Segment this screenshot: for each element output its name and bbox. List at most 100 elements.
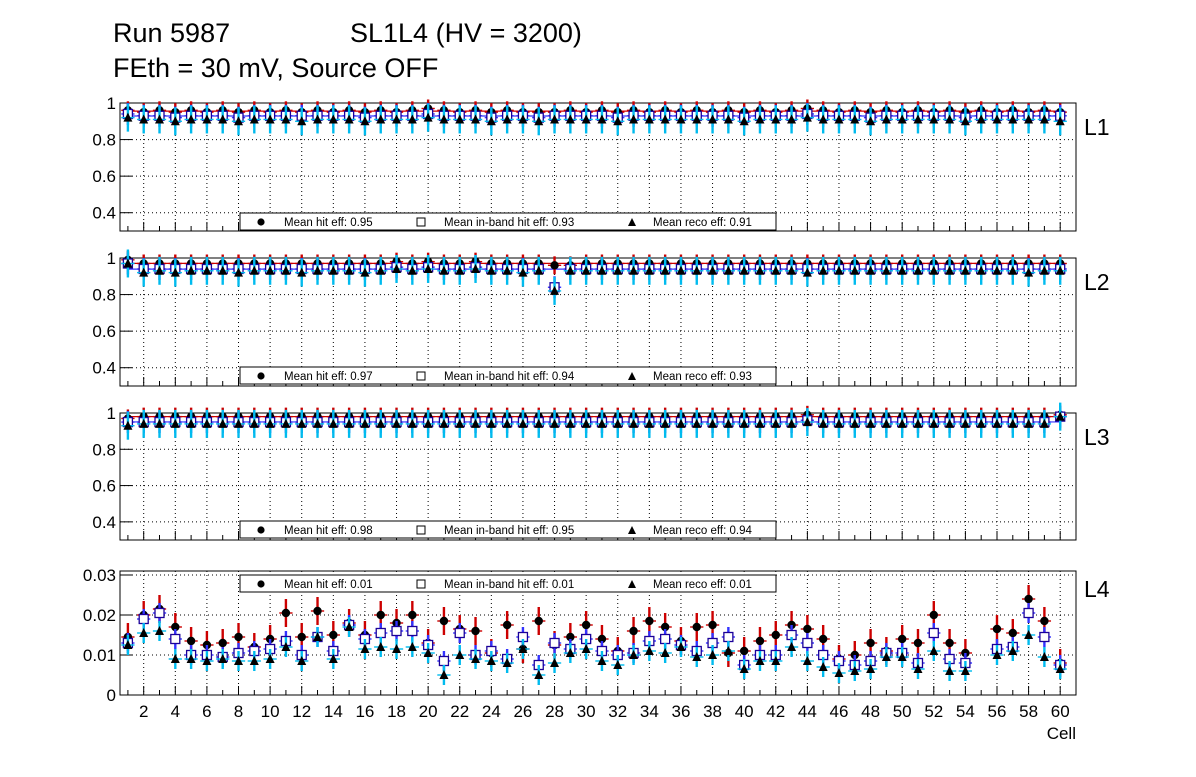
reco-eff-marker xyxy=(929,265,939,275)
reco-eff-marker xyxy=(660,265,670,275)
reco-eff-marker xyxy=(313,265,323,275)
reco-eff-marker xyxy=(313,632,323,641)
reco-eff-marker xyxy=(692,418,702,428)
reco-eff-marker xyxy=(755,418,765,428)
legend: Mean hit eff: 0.97 Mean in-band hit eff: … xyxy=(239,366,777,385)
legend-inband-marker xyxy=(416,217,426,227)
hit-eff-marker xyxy=(929,610,938,620)
reco-eff-marker xyxy=(313,114,323,124)
inband-eff-marker xyxy=(154,607,165,619)
panel-L4: 0 0.01 0.02 0.03 L4 Mean hit eff: 0.01 Mean in… xyxy=(83,566,1110,721)
inband-eff-marker xyxy=(1039,631,1050,643)
reco-eff-marker xyxy=(344,418,354,428)
y-tick-label: 0.6 xyxy=(92,167,116,186)
reco-eff-marker xyxy=(787,418,797,428)
run-title: Run 5987 xyxy=(113,18,230,48)
hit-eff-marker xyxy=(660,622,670,632)
reco-eff-marker xyxy=(929,114,939,124)
hit-eff-marker xyxy=(408,610,417,620)
reco-eff-marker xyxy=(1024,630,1034,639)
reco-eff-marker xyxy=(1039,265,1049,275)
reco-eff-marker xyxy=(676,642,686,651)
reco-eff-marker xyxy=(155,114,165,124)
legend-hit-marker xyxy=(257,580,265,588)
reco-eff-marker xyxy=(186,265,196,275)
chamber-title: SL1L4 (HV = 3200) xyxy=(350,18,582,48)
panel-L3: 0.4 0.6 0.8 1 L3 Mean hit eff: 0.98 Mean in-ba… xyxy=(92,402,1110,541)
hit-eff-marker xyxy=(550,261,559,270)
reco-eff-marker xyxy=(913,114,923,124)
x-tick-label: 34 xyxy=(640,702,659,721)
reco-eff-marker xyxy=(581,265,591,275)
reco-eff-marker xyxy=(297,656,307,665)
reco-eff-marker xyxy=(360,418,370,428)
reco-eff-marker xyxy=(155,418,165,428)
hit-eff-marker xyxy=(897,634,907,644)
reco-eff-marker xyxy=(328,654,338,663)
reco-eff-marker xyxy=(249,656,259,665)
reco-eff-marker xyxy=(123,258,133,268)
legend-hit-label: Mean hit eff: 0.95 xyxy=(284,217,373,229)
inband-eff-marker xyxy=(391,625,402,637)
legend-box xyxy=(239,574,777,593)
reco-eff-marker xyxy=(392,418,402,428)
legend-inband-marker xyxy=(416,579,426,589)
inband-eff-marker xyxy=(438,655,450,667)
reco-eff-marker xyxy=(818,418,828,428)
reco-eff-marker xyxy=(881,418,891,428)
reco-eff-marker xyxy=(692,652,702,661)
legend: Mean hit eff: 0.95 Mean in-band hit eff: … xyxy=(239,212,777,231)
panel-L2: 0.4 0.6 0.8 1 L2 Mean hit eff: 0.97 Mean in-ba… xyxy=(92,249,1110,387)
y-tick-label: 1 xyxy=(107,404,116,423)
hit-eff-marker xyxy=(945,638,954,648)
reco-eff-marker xyxy=(1024,418,1034,428)
reco-eff-marker xyxy=(139,114,149,124)
reco-eff-marker xyxy=(455,114,465,124)
reco-eff-marker xyxy=(692,265,702,275)
reco-eff-marker xyxy=(486,265,496,275)
reco-eff-marker xyxy=(929,646,939,655)
reco-eff-marker xyxy=(123,420,133,430)
inband-eff-marker xyxy=(1023,607,1034,619)
reco-eff-marker xyxy=(739,116,749,126)
x-tick-label: 32 xyxy=(608,702,627,721)
legend-inband-label: Mean in-band hit eff: 0.95 xyxy=(444,525,574,537)
reco-eff-marker xyxy=(344,114,354,124)
reco-eff-marker xyxy=(234,656,244,665)
reco-eff-marker xyxy=(328,418,338,428)
reco-eff-marker xyxy=(1055,411,1065,421)
reco-eff-marker xyxy=(313,418,323,428)
reco-eff-marker xyxy=(739,265,749,275)
reco-eff-marker xyxy=(360,116,370,126)
reco-eff-marker xyxy=(281,114,291,124)
reco-eff-marker xyxy=(376,642,386,651)
reco-eff-marker xyxy=(581,644,591,653)
reco-eff-marker xyxy=(202,265,212,275)
reco-eff-marker xyxy=(976,265,986,275)
reco-eff-marker xyxy=(897,114,907,124)
inband-eff-marker xyxy=(802,637,813,649)
reco-eff-marker xyxy=(676,265,686,275)
hit-eff-marker xyxy=(692,622,701,632)
hit-eff-marker xyxy=(581,620,591,630)
reco-eff-marker xyxy=(297,267,307,277)
reco-eff-marker xyxy=(613,418,623,428)
reco-eff-marker xyxy=(202,114,212,124)
x-tick-label: 46 xyxy=(830,702,849,721)
reco-eff-marker xyxy=(218,654,228,663)
hit-eff-marker xyxy=(866,638,875,648)
conditions-title: FEth = 30 mV, Source OFF xyxy=(113,53,438,83)
y-tick-label: 0.02 xyxy=(83,606,116,625)
reco-eff-marker xyxy=(866,418,876,428)
reco-eff-marker xyxy=(170,654,180,663)
x-tick-label: 38 xyxy=(703,702,722,721)
legend-reco-marker xyxy=(628,218,636,226)
hit-eff-marker xyxy=(1008,628,1017,638)
reco-eff-marker xyxy=(771,418,781,428)
reco-eff-marker xyxy=(992,650,1002,659)
layer-label: L3 xyxy=(1084,424,1110,450)
reco-eff-marker xyxy=(850,265,860,275)
reco-eff-marker xyxy=(439,265,449,275)
reco-eff-marker xyxy=(866,664,876,673)
reco-eff-marker xyxy=(486,656,496,665)
